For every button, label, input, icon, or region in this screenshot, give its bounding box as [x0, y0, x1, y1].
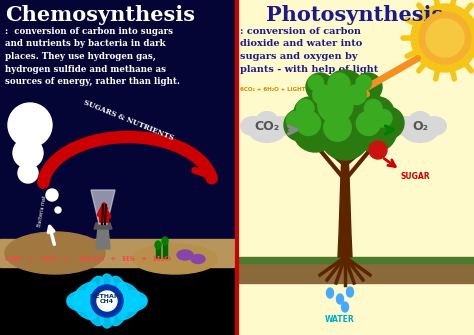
Ellipse shape — [100, 274, 114, 300]
Ellipse shape — [410, 112, 430, 128]
Text: : conversion of carbon
dioxide and water into
sugars and oxygen by
plants - with: : conversion of carbon dioxide and water… — [240, 27, 378, 73]
Circle shape — [293, 108, 337, 152]
Text: WATER: WATER — [325, 315, 355, 324]
Circle shape — [313, 83, 377, 147]
Text: SUGAR: SUGAR — [401, 172, 430, 181]
Circle shape — [320, 110, 370, 160]
Polygon shape — [94, 223, 112, 229]
Bar — [237, 0, 474, 335]
Circle shape — [372, 107, 404, 139]
Ellipse shape — [394, 117, 418, 135]
Ellipse shape — [155, 241, 161, 249]
Circle shape — [18, 163, 38, 183]
Bar — [0, 267, 237, 335]
Ellipse shape — [74, 282, 96, 302]
Ellipse shape — [327, 288, 334, 298]
Circle shape — [296, 99, 314, 117]
Ellipse shape — [162, 237, 168, 245]
Ellipse shape — [118, 282, 140, 302]
Text: SUGARS & NUTRIENTS: SUGARS & NUTRIENTS — [82, 98, 174, 142]
Circle shape — [324, 114, 351, 141]
Ellipse shape — [111, 302, 128, 326]
Circle shape — [306, 73, 334, 101]
Circle shape — [419, 12, 471, 64]
Circle shape — [356, 75, 372, 90]
Ellipse shape — [341, 302, 348, 312]
Circle shape — [344, 82, 380, 118]
Circle shape — [13, 138, 43, 168]
Ellipse shape — [191, 255, 205, 264]
Ellipse shape — [249, 118, 285, 142]
Circle shape — [313, 85, 332, 105]
Polygon shape — [338, 155, 352, 257]
Ellipse shape — [5, 232, 105, 274]
Circle shape — [353, 108, 397, 152]
Ellipse shape — [422, 117, 446, 135]
Bar — [237, 257, 474, 263]
Circle shape — [8, 103, 52, 147]
Bar — [0, 0, 237, 335]
Circle shape — [91, 285, 123, 317]
Circle shape — [310, 82, 346, 118]
Circle shape — [318, 88, 353, 123]
Ellipse shape — [346, 287, 354, 297]
Circle shape — [362, 97, 394, 129]
Text: Chemosynthesis: Chemosynthesis — [5, 5, 195, 25]
Polygon shape — [91, 190, 115, 224]
Circle shape — [369, 141, 387, 159]
Ellipse shape — [74, 300, 96, 320]
Text: METHANE
CH4: METHANE CH4 — [90, 293, 124, 305]
Ellipse shape — [86, 302, 103, 326]
Ellipse shape — [118, 300, 140, 320]
Circle shape — [411, 4, 474, 72]
Circle shape — [296, 111, 320, 135]
Ellipse shape — [121, 290, 147, 305]
Ellipse shape — [241, 117, 265, 135]
Circle shape — [55, 207, 61, 213]
Circle shape — [426, 19, 464, 57]
Ellipse shape — [269, 117, 293, 135]
Text: :  conversion of carbon into sugars
and nutrients by bacteria in dark
places. Th: : conversion of carbon into sugars and n… — [5, 27, 180, 86]
Bar — [156, 245, 160, 258]
Polygon shape — [96, 227, 110, 249]
Text: O₂: O₂ — [412, 120, 428, 133]
Ellipse shape — [100, 302, 114, 328]
Circle shape — [346, 85, 366, 105]
Text: CO₂: CO₂ — [255, 120, 280, 133]
Circle shape — [286, 112, 304, 129]
Ellipse shape — [67, 297, 92, 312]
Bar — [237, 261, 474, 283]
Ellipse shape — [121, 297, 147, 312]
Ellipse shape — [177, 250, 193, 260]
Circle shape — [97, 291, 117, 311]
Circle shape — [328, 73, 350, 95]
Ellipse shape — [133, 244, 218, 274]
Circle shape — [284, 109, 316, 141]
Text: CH₄  +  SO₄  →    HCO₃  +  HS  +  H₂O: CH₄ + SO₄ → HCO₃ + HS + H₂O — [5, 255, 171, 263]
Circle shape — [356, 111, 381, 135]
Circle shape — [374, 110, 392, 127]
Text: 6CO₂ + 6H₂O + LIGHT →  C₆H₁₂O₆ + 6O₂: 6CO₂ + 6H₂O + LIGHT → C₆H₁₂O₆ + 6O₂ — [240, 87, 358, 92]
Text: Photosynthesis: Photosynthesis — [266, 5, 444, 25]
Bar — [0, 239, 237, 267]
Text: Bacteria mat: Bacteria mat — [37, 195, 47, 227]
Bar — [163, 241, 167, 258]
Ellipse shape — [67, 290, 92, 305]
Circle shape — [365, 99, 382, 117]
Ellipse shape — [402, 118, 438, 142]
Ellipse shape — [86, 276, 103, 300]
Circle shape — [308, 75, 323, 90]
Circle shape — [354, 73, 382, 101]
Circle shape — [294, 97, 326, 129]
Ellipse shape — [111, 276, 128, 300]
Circle shape — [325, 70, 365, 110]
Ellipse shape — [337, 294, 344, 304]
Ellipse shape — [257, 112, 277, 128]
Circle shape — [46, 189, 58, 201]
